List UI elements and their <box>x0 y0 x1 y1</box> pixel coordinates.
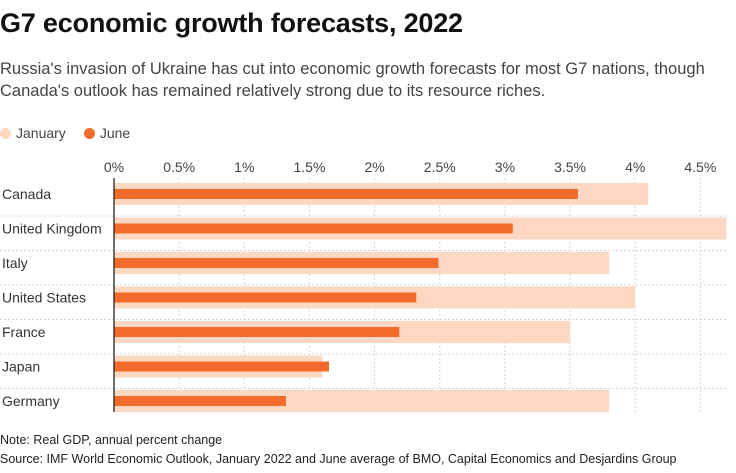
x-tick-label: 1.5% <box>293 159 325 175</box>
bar-june <box>114 361 329 372</box>
y-category-label: Japan <box>2 359 40 375</box>
x-tick-label: 3.5% <box>554 159 586 175</box>
legend-label-june: June <box>99 125 131 141</box>
footnote: Note: Real GDP, annual percent change <box>0 433 223 447</box>
chart-title: G7 economic growth forecasts, 2022 <box>0 8 463 38</box>
bar-june <box>114 258 439 268</box>
y-category-label: Canada <box>2 186 51 202</box>
x-tick-label: 2.5% <box>424 159 456 175</box>
x-tick-label: 0% <box>104 159 124 175</box>
x-tick-label: 4% <box>625 159 645 175</box>
x-tick-label: 4.5% <box>684 159 716 175</box>
y-category-label: United States <box>2 290 86 306</box>
legend-swatch-january <box>0 127 11 139</box>
bar-june <box>114 327 400 337</box>
y-category-label: France <box>2 324 46 340</box>
x-tick-label: 3% <box>495 159 515 175</box>
legend-swatch-june <box>83 127 95 139</box>
bar-chart: 0% 0.5% 1% 1.5% 2% 2.5% 3% 3.5% 4% 4.5% Canada Unit… <box>0 159 727 412</box>
y-category-label: Germany <box>2 393 60 409</box>
bar-june <box>114 189 578 199</box>
source-line: Source: IMF World Economic Outlook, Janu… <box>0 452 677 466</box>
bar-june <box>114 223 513 234</box>
chart-subtitle: Russia's invasion of Ukraine has cut int… <box>0 60 705 100</box>
bar-january <box>114 390 610 412</box>
x-tick-label: 2% <box>364 159 384 175</box>
legend-item-january: January <box>0 125 66 141</box>
bar-june <box>114 292 417 303</box>
legend-label-january: January <box>16 125 66 141</box>
x-tick-label: 0.5% <box>163 159 195 175</box>
legend-item-june: June <box>83 125 131 141</box>
legend: January June <box>0 125 148 141</box>
y-category-label: United Kingdom <box>2 221 102 237</box>
y-category-label: Italy <box>2 255 28 271</box>
x-tick-label: 1% <box>234 159 254 175</box>
bar-june <box>114 396 286 406</box>
